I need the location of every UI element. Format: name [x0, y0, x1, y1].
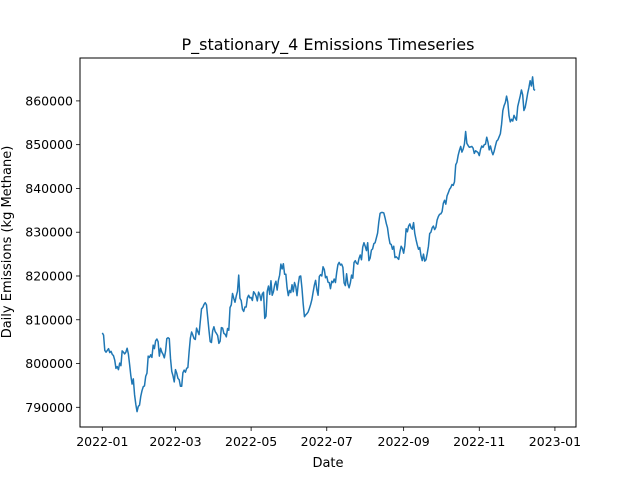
y-tick-label: 820000 [25, 268, 73, 283]
x-axis-label: Date [312, 456, 343, 471]
chart-title: P_stationary_4 Emissions Timeseries [182, 35, 475, 55]
x-tick-label: 2022-09 [378, 434, 430, 449]
plot-frame [79, 57, 577, 428]
y-tick-label: 840000 [25, 181, 73, 196]
y-tick-label: 830000 [25, 225, 73, 240]
series-layer [101, 76, 536, 413]
y-axis-label: Daily Emissions (kg Methane) [0, 146, 15, 339]
x-tick-label: 2022-03 [149, 434, 201, 449]
y-tick-label: 790000 [25, 400, 73, 415]
x-tick-label: 2022-07 [301, 434, 353, 449]
series-line [101, 76, 536, 413]
x-tick-label: 2022-11 [453, 434, 505, 449]
y-tick-label: 860000 [25, 93, 73, 108]
x-axis: 2022-01 2022-03 2022-05 2022-07 2022-09 2022-… [76, 427, 581, 449]
y-tick-label: 810000 [25, 312, 73, 327]
y-tick-label: 850000 [25, 137, 73, 152]
x-tick-label: 2023-01 [529, 434, 581, 449]
y-tick-label: 800000 [25, 356, 73, 371]
x-tick-label: 2022-01 [76, 434, 128, 449]
x-tick-label: 2022-05 [225, 434, 277, 449]
y-axis: 790000 800000 810000 820000 830000 840000 8500… [25, 93, 80, 415]
